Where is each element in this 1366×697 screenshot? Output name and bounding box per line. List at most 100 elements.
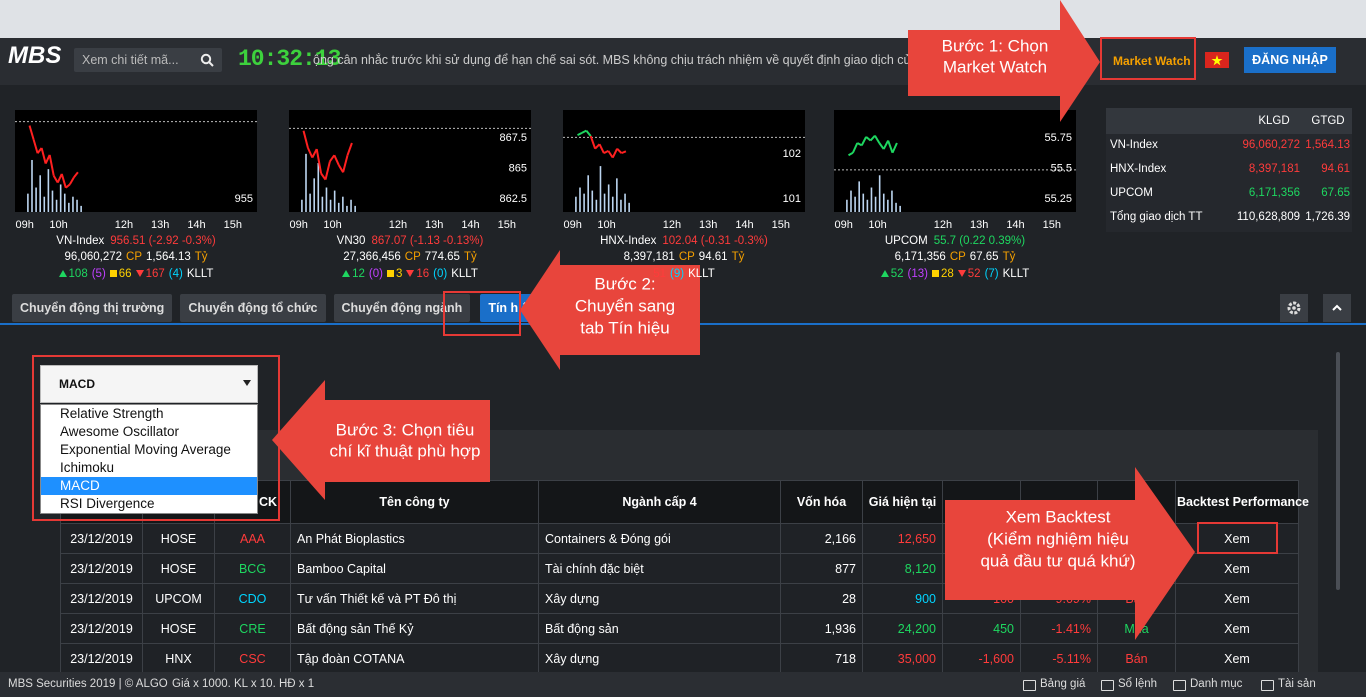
index-name: VN-Index xyxy=(1110,139,1158,151)
tab[interactable]: Chuyển động tổ chức xyxy=(180,294,326,322)
dropdown-option[interactable]: Ichimoku xyxy=(41,459,257,477)
login-button[interactable]: ĐĂNG NHẬP xyxy=(1244,47,1336,73)
tab[interactable]: Tín hiệu xyxy=(480,294,545,322)
x-tick-label: 15h xyxy=(498,219,516,231)
market-cap: 877 xyxy=(780,553,863,584)
footer-copyright: MBS Securities 2019 | © ALGO xyxy=(8,678,168,690)
volume-bar xyxy=(342,196,344,212)
column-header: KLGD xyxy=(1258,115,1290,127)
unit: CP xyxy=(949,251,966,263)
index-title: HNX-Index 102.04 (-0.31 -0.3%) xyxy=(564,235,804,247)
search-box[interactable]: Xem chi tiết mã... xyxy=(74,48,222,72)
index-volume: 110,628,809 xyxy=(1236,211,1300,223)
backtest[interactable]: Xem xyxy=(1175,643,1299,674)
search-placeholder: Xem chi tiết mã... xyxy=(82,53,179,67)
tab[interactable]: Chuyển động thị trường xyxy=(12,294,173,322)
change-pct: -5.11% xyxy=(1020,643,1098,674)
kllt: KLLT xyxy=(1002,268,1030,280)
footer-link[interactable]: Bảng giá xyxy=(1040,678,1086,690)
volume-bar xyxy=(870,187,873,212)
kllt: KLLT xyxy=(451,268,478,280)
index-name: Tổng giao dịch TT xyxy=(1110,211,1203,223)
dropdown-option[interactable]: MACD xyxy=(41,477,257,495)
collapse-button[interactable] xyxy=(1323,294,1351,322)
footer-icon xyxy=(1101,680,1114,691)
volume-bar xyxy=(866,199,869,212)
x-tick-label: 13h xyxy=(699,219,717,231)
floor-count: (4) xyxy=(168,268,183,280)
header-row xyxy=(1106,108,1352,134)
down-icon xyxy=(135,270,144,277)
tab-underline xyxy=(0,323,1366,325)
scrollbar[interactable] xyxy=(1336,352,1340,590)
volume-bar xyxy=(43,196,46,212)
y-tick-label: 55.75 xyxy=(1044,132,1072,144)
volume-bar xyxy=(313,178,315,212)
dropdown-option[interactable]: Awesome Oscillator xyxy=(41,423,257,441)
x-tick-label: 10h xyxy=(868,219,886,231)
company: Bamboo Capital xyxy=(290,553,539,584)
company: Bất động sản Thế Kỷ xyxy=(290,613,539,644)
volume-bar xyxy=(72,196,74,212)
price-line xyxy=(852,142,859,154)
volume-bar xyxy=(31,159,33,212)
unit: Tỷ xyxy=(463,251,477,263)
volume-bar xyxy=(317,163,320,212)
price-line xyxy=(40,147,47,164)
flag-icon[interactable] xyxy=(1205,52,1229,68)
volume-bar xyxy=(305,153,307,212)
table-row: 23/12/2019 HOSE AAA An Phát Bioplastics Cont… xyxy=(60,523,1299,554)
index-volume: 8,397,181 CP 94.61 Tỷ xyxy=(564,251,804,263)
backtest[interactable]: Xem xyxy=(1175,613,1299,644)
column-header: Ngành cấp 4 xyxy=(538,480,781,524)
dropdown-option[interactable]: Exponential Moving Average xyxy=(41,441,257,459)
company: Tư vấn Thiết kế và PT Đô thị xyxy=(290,583,539,614)
date: 23/12/2019 xyxy=(60,583,143,614)
unit: CP xyxy=(404,251,421,263)
price-line xyxy=(346,142,353,156)
y-tick-label: 867.5 xyxy=(499,132,527,144)
price-line xyxy=(860,136,868,146)
industry: Bất động sản xyxy=(538,613,781,644)
price-line xyxy=(342,154,349,173)
x-tick-label: 12h xyxy=(389,219,407,231)
x-tick-label: 13h xyxy=(151,219,169,231)
volume-bar xyxy=(80,205,82,212)
dropdown-option[interactable]: RSI Divergence xyxy=(41,495,257,513)
footer-link[interactable]: Danh mục xyxy=(1190,678,1243,690)
price-line xyxy=(581,129,587,134)
tab[interactable]: Chuyển động ngành xyxy=(333,294,471,322)
table-row: 23/12/2019 HNX CSC Tập đoàn COTANA Xây dựng 7… xyxy=(60,643,1299,674)
logo[interactable]: MBS xyxy=(8,42,62,69)
volume-bar xyxy=(68,202,70,212)
price-line xyxy=(329,154,336,162)
x-tick-label: 14h xyxy=(461,219,479,231)
footer-link[interactable]: Tài sản xyxy=(1278,678,1316,690)
change xyxy=(942,523,1021,554)
news-ticker: ộng cân nhắc trước khi sử dụng để hạn ch… xyxy=(313,53,913,67)
exchange: HOSE xyxy=(142,613,215,644)
market-watch-link[interactable]: Market Watch xyxy=(1113,54,1191,68)
price-line xyxy=(302,130,309,149)
signal xyxy=(1097,523,1176,554)
x-tick-label: 10h xyxy=(323,219,341,231)
index-name: UPCOM xyxy=(1110,187,1153,199)
index-change: 102.04 (-0.31 -0.3%) xyxy=(662,235,768,247)
volume-bar xyxy=(891,190,893,212)
price-line xyxy=(32,139,39,154)
backtest[interactable]: Xem xyxy=(1175,583,1299,614)
select[interactable]: MACD xyxy=(40,365,258,403)
index-volume: 6,171,356 xyxy=(1248,187,1300,199)
price-line xyxy=(337,164,344,173)
dropdown-option[interactable]: Relative Strength xyxy=(41,405,257,423)
settings-button[interactable] xyxy=(1280,294,1308,322)
column-header: Backtest Performance xyxy=(1175,480,1309,524)
index-value: 1,726.39 xyxy=(1305,211,1350,223)
footer-link[interactable]: Sổ lệnh xyxy=(1118,678,1158,690)
backtest[interactable]: Xem xyxy=(1175,523,1299,554)
backtest[interactable]: Xem xyxy=(1175,553,1299,584)
x-tick-label: 10h xyxy=(597,219,615,231)
up-count: 12 xyxy=(352,268,365,280)
unit: Tỷ xyxy=(1002,251,1016,263)
search-icon[interactable] xyxy=(200,53,214,67)
